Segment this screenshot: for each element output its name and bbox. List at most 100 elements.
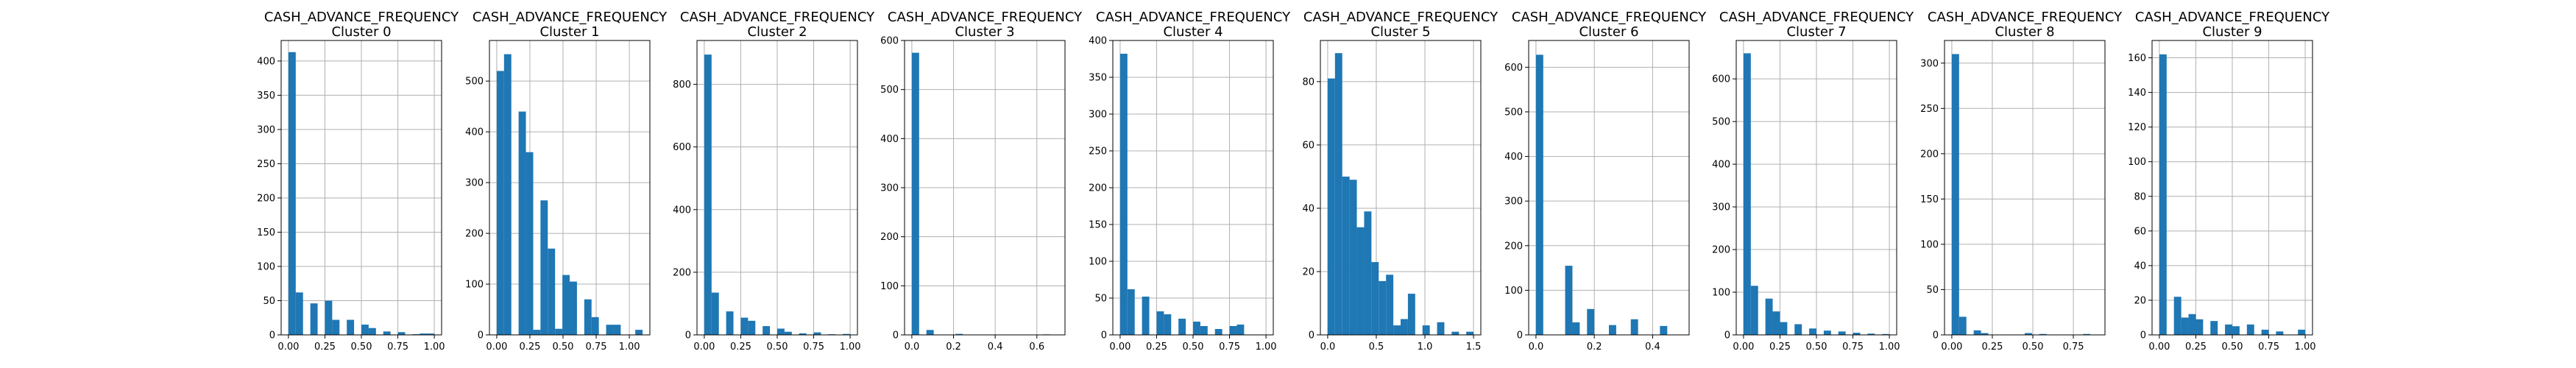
histogram-bar: [1958, 316, 1967, 335]
y-tick-label: 0: [893, 330, 899, 342]
y-tick-label: 350: [257, 91, 275, 102]
chart-title: CASH_ADVANCE_FREQUENCY: [1303, 10, 1498, 25]
x-tick-label: 0.2: [1587, 342, 1602, 353]
x-tick-label: 0.75: [586, 342, 607, 353]
histogram-bar: [1236, 325, 1245, 335]
y-tick-label: 250: [257, 159, 275, 170]
y-tick-label: 0: [478, 330, 484, 342]
histogram-bar: [1379, 280, 1387, 335]
histogram-bar: [1660, 325, 1668, 335]
histogram-bar: [361, 325, 369, 335]
histogram-bar: [1334, 53, 1342, 336]
histogram-bar: [1565, 266, 1573, 335]
histogram-bar: [1981, 333, 1989, 335]
histogram-bar: [1794, 324, 1802, 335]
y-tick-label: 160: [2128, 53, 2146, 64]
x-tick-label: 1.00: [424, 342, 445, 353]
y-tick-label: 40: [1302, 203, 1314, 214]
y-tick-label: 100: [1504, 286, 1523, 297]
chart-title: CASH_ADVANCE_FREQUENCY: [1928, 10, 2123, 25]
histogram-bar: [784, 331, 792, 335]
y-tick-label: 40: [2134, 261, 2146, 272]
histogram-bar: [2188, 314, 2196, 335]
chart-title: CASH_ADVANCE_FREQUENCY: [1512, 10, 1707, 25]
axes-frame: [1944, 40, 2106, 336]
histogram-bar: [635, 330, 643, 335]
y-tick-label: 400: [1504, 152, 1523, 163]
histogram-bar: [1973, 330, 1981, 335]
histogram-bar: [1743, 53, 1751, 336]
histogram-bar: [606, 325, 614, 335]
x-tick-label: 0.00: [1109, 342, 1130, 353]
chart-title: CASH_ADVANCE_FREQUENCY: [1096, 10, 1291, 25]
histogram-bar: [1587, 308, 1595, 335]
y-tick-label: 20: [2134, 295, 2146, 306]
histogram-bar: [383, 331, 391, 335]
histogram-bar: [1327, 78, 1335, 335]
histogram-bar: [1572, 322, 1580, 335]
x-tick-label: 0.75: [1842, 342, 1864, 353]
chart-subtitle: Cluster 6: [1579, 24, 1638, 40]
x-tick-label: 0.00: [693, 342, 715, 353]
y-tick-label: 400: [880, 134, 899, 145]
y-tick-label: 0: [1309, 330, 1314, 342]
histogram-bar: [1951, 54, 1959, 335]
histogram-bar: [1193, 322, 1200, 335]
y-tick-label: 100: [880, 281, 899, 292]
y-tick-label: 100: [1712, 288, 1730, 299]
histogram-bar: [1200, 326, 1208, 335]
axes-frame: [1528, 40, 1690, 336]
y-tick-label: 200: [1712, 245, 1730, 256]
histogram-bar: [1867, 333, 1875, 335]
y-tick-label: 500: [880, 85, 899, 96]
histogram-bar: [1466, 331, 1474, 335]
histogram-bar: [1780, 322, 1788, 335]
y-tick-label: 50: [1926, 285, 1939, 296]
x-tick-label: 1.5: [1466, 342, 1482, 353]
x-tick-label: 0.50: [351, 342, 372, 353]
histogram-bar: [2039, 333, 2047, 335]
y-tick-label: 20: [1302, 266, 1314, 277]
y-tick-label: 200: [1920, 149, 1939, 160]
x-tick-label: 1.00: [1256, 342, 1277, 353]
y-tick-label: 0: [1933, 330, 1939, 342]
histogram-bar: [2025, 333, 2032, 335]
x-tick-label: 1.0: [1418, 342, 1433, 353]
y-tick-label: 800: [673, 79, 691, 91]
x-tick-label: 0.25: [730, 342, 751, 353]
histogram-bar: [591, 316, 599, 335]
y-tick-label: 500: [1504, 107, 1523, 118]
y-tick-label: 400: [1712, 160, 1730, 171]
histogram-bar: [1401, 319, 1408, 335]
y-tick-label: 200: [673, 267, 691, 278]
y-tick-label: 140: [2128, 88, 2146, 99]
histogram-bar: [1142, 297, 1150, 335]
chart-title: CASH_ADVANCE_FREQUENCY: [888, 10, 1083, 25]
histogram-bar: [2232, 326, 2240, 335]
histogram-bar: [1535, 54, 1543, 336]
histogram-bar: [1838, 331, 1846, 335]
x-tick-label: 1.00: [840, 342, 861, 353]
chart-subtitle: Cluster 1: [539, 24, 599, 40]
histogram-bar: [555, 328, 563, 335]
x-tick-label: 0.25: [314, 342, 336, 353]
y-tick-label: 100: [257, 261, 275, 272]
chart-subtitle: Cluster 5: [1370, 24, 1430, 40]
histogram-bar: [2195, 319, 2204, 335]
histogram-bar: [777, 328, 785, 335]
histogram-bar: [1364, 211, 1372, 335]
y-tick-label: 400: [465, 127, 484, 138]
y-tick-label: 300: [1712, 202, 1730, 213]
chart-subtitle: Cluster 8: [1995, 24, 2054, 40]
y-tick-label: 200: [1504, 241, 1523, 252]
x-tick-label: 0.25: [1981, 342, 2003, 353]
histogram-bar: [1356, 227, 1365, 335]
histogram-bar: [288, 52, 296, 335]
chart-title: CASH_ADVANCE_FREQUENCY: [473, 10, 668, 25]
histogram-bar: [332, 319, 340, 335]
histogram-bar: [1823, 330, 1831, 335]
